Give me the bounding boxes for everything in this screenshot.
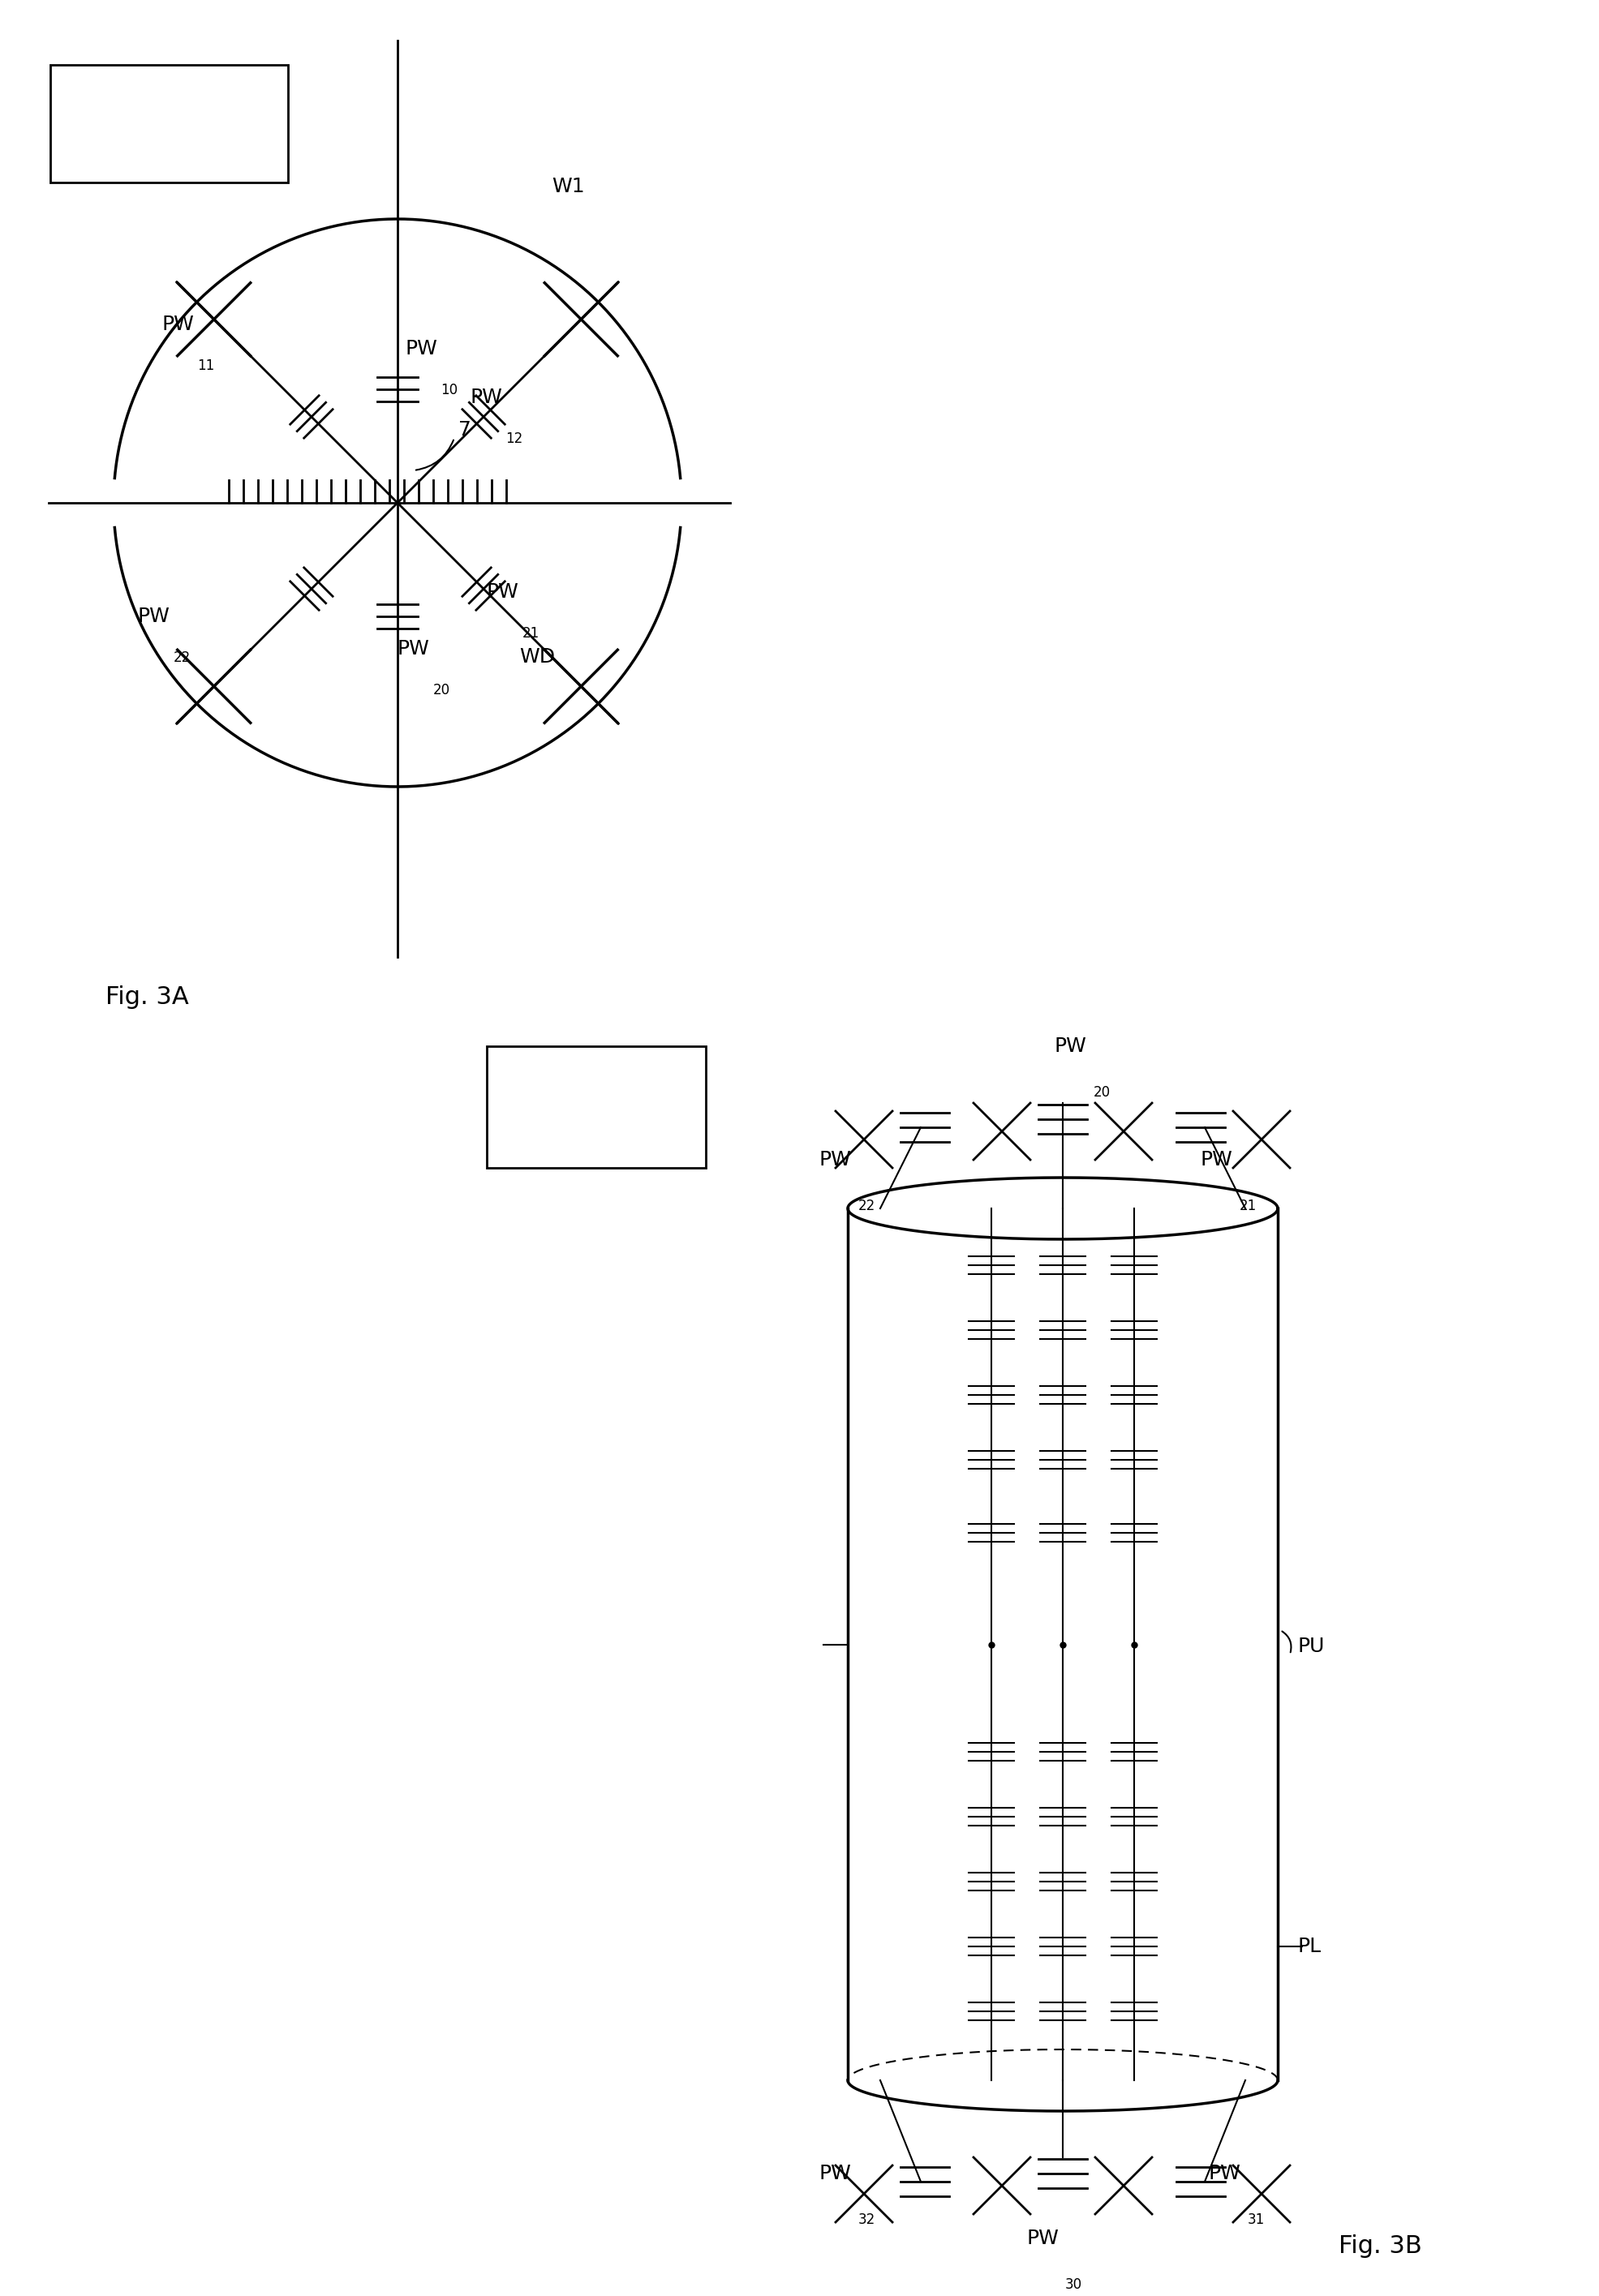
Text: 20: 20 (1094, 1084, 1110, 1100)
Bar (50, 64, 288, 181)
Text: PW: PW (1055, 1035, 1087, 1056)
Text: 22: 22 (857, 1199, 875, 1212)
Text: Fig. 3B: Fig. 3B (1338, 2234, 1422, 2259)
Text: PW: PW (1209, 2163, 1241, 2183)
Text: PW: PW (406, 340, 438, 358)
Text: 10: 10 (441, 383, 457, 397)
Text: PW: PW (486, 583, 520, 602)
Text: PW: PW (1027, 2229, 1059, 2248)
Text: 7: 7 (459, 420, 472, 439)
Text: PW: PW (398, 638, 430, 659)
Text: 32: 32 (857, 2211, 875, 2227)
Text: PW: PW (819, 2163, 852, 2183)
Text: 21: 21 (1239, 1199, 1257, 1212)
Text: 31: 31 (1247, 2211, 1265, 2227)
Text: PW: PW (470, 388, 502, 406)
Text: 21: 21 (521, 627, 539, 641)
Text: 30: 30 (1065, 2278, 1083, 2291)
Text: Fig. 3A: Fig. 3A (106, 985, 189, 1010)
Text: PW: PW (1201, 1150, 1233, 1169)
Text: WD: WD (520, 647, 555, 666)
Text: PL: PL (1298, 1938, 1322, 1956)
Text: 20: 20 (433, 682, 449, 698)
Text: PW: PW (161, 315, 195, 335)
Text: W1: W1 (552, 177, 585, 195)
Bar (486, 1047, 705, 1169)
Text: PU: PU (1298, 1637, 1326, 1655)
Text: 11: 11 (197, 358, 214, 372)
Text: PW: PW (138, 606, 169, 627)
Text: 22: 22 (173, 650, 190, 666)
Text: 12: 12 (505, 432, 523, 445)
Text: PW: PW (819, 1150, 852, 1169)
